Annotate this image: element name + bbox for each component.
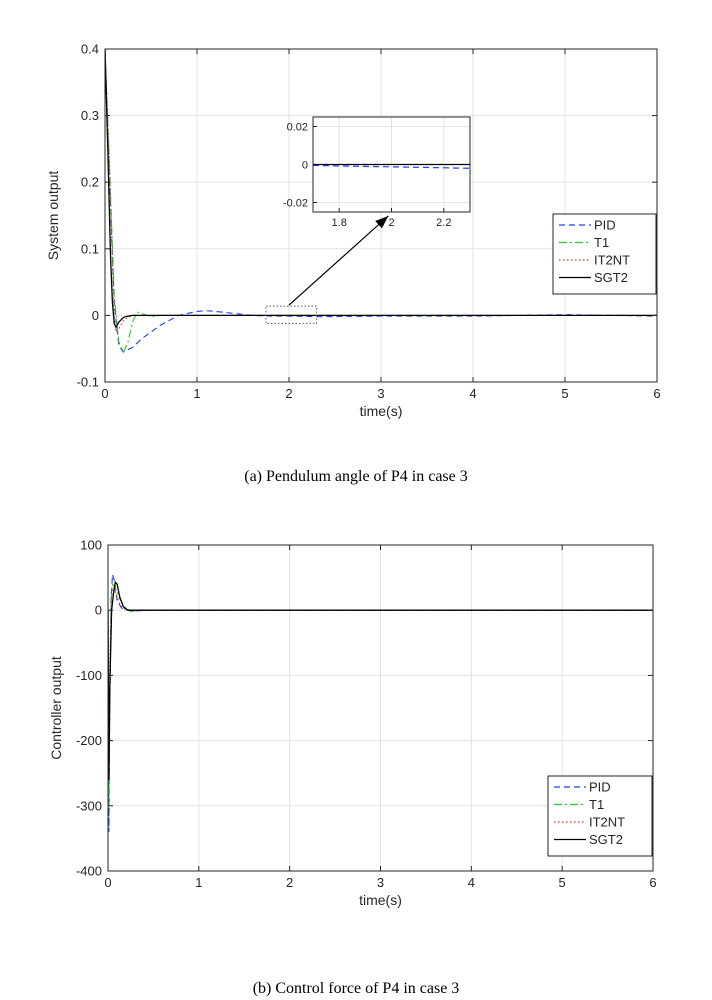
plot-b-legend-label-t1: T1 <box>589 797 604 812</box>
plot-a-ytick-label: 0.1 <box>81 241 99 256</box>
plot-b-xtick-label: 6 <box>649 875 656 890</box>
plot-b-legend: PID T1 IT2NT SGT2 <box>547 775 653 857</box>
plot-b-xlabel: time(s) <box>359 892 402 908</box>
plot-b-ylabel: Controller output <box>48 656 64 760</box>
plot-b-xtick-label: 5 <box>559 875 566 890</box>
plot-a-xtick-label: 4 <box>469 386 476 401</box>
plot-a-series-pid <box>105 49 657 353</box>
plot-b-legend-label-pid: PID <box>589 780 611 795</box>
plot-a-ytick-label: 0 <box>92 308 99 323</box>
plot-b-series-sgt2 <box>108 580 653 780</box>
plot-b-xtick-label: 3 <box>377 875 384 890</box>
plot-a-xlabel: time(s) <box>360 403 403 419</box>
plot-a-series-group <box>105 49 657 354</box>
plot-a-xtick-label: 6 <box>653 386 660 401</box>
plot-a-ytick-label: 0.4 <box>81 42 99 57</box>
plot-b-xtick-label: 4 <box>468 875 475 890</box>
plot-b-xtick-label: 2 <box>286 875 293 890</box>
plot-a-series-it2nt <box>105 49 657 334</box>
plot-a-ytick-label: -0.1 <box>77 375 99 390</box>
inset-group: 1.8 2 2.2 0.02 0 -0.02 <box>283 116 471 229</box>
plot-a-legend: PID T1 IT2NT SGT2 <box>552 213 657 295</box>
plot-a-xtick-label: 5 <box>561 386 568 401</box>
caption-b: (b) Control force of P4 in case 3 <box>253 980 460 997</box>
plot-a-series-sgt2 <box>105 49 657 329</box>
plot-a-ytick-label: 0.3 <box>81 108 99 123</box>
inset-source-region <box>265 305 318 324</box>
plot-a-xtick-label: 1 <box>193 386 200 401</box>
plot-a-xtick-label: 2 <box>285 386 292 401</box>
plot-b-ytick-label: -200 <box>76 733 102 748</box>
inset-series-pid <box>312 164 471 169</box>
plot-a-legend-label-it2nt: IT2NT <box>594 253 630 268</box>
plot-b-ytick-label: -400 <box>76 864 102 879</box>
plot-b-ytick-label: -300 <box>76 798 102 813</box>
plot-a-ylabel: System output <box>45 171 61 261</box>
caption-a: (a) Pendulum angle of P4 in case 3 <box>244 468 468 485</box>
plot-b-ytick-label: -100 <box>76 668 102 683</box>
plot-b-ytick-label: 100 <box>80 538 102 553</box>
zoom-arrow-head <box>375 216 389 229</box>
plot-a-xtick-label: 0 <box>101 386 108 401</box>
plot-b-series-group <box>108 574 653 832</box>
plot-b-legend-box <box>547 775 653 857</box>
plot-a-legend-box <box>552 213 657 295</box>
inset-axes-box <box>312 116 471 213</box>
plot-b-legend-label-it2nt: IT2NT <box>589 815 625 830</box>
plot-a-ytick-label: 0.2 <box>81 175 99 190</box>
inset-xtick-label: 2.2 <box>436 217 451 229</box>
inset-xtick-label: 2 <box>388 217 394 229</box>
plot-a-legend-label-pid: PID <box>594 218 616 233</box>
plot-a-legend-label-sgt2: SGT2 <box>594 270 628 285</box>
plot-b-xtick-label: 0 <box>104 875 111 890</box>
inset-ytick-label: 0 <box>302 160 308 172</box>
plot-b-xtick-label: 1 <box>195 875 202 890</box>
zoom-arrow-line <box>288 215 389 306</box>
plot-b-ytick-label: 0 <box>95 603 102 618</box>
plot-a-xtick-label: 3 <box>377 386 384 401</box>
inset-xtick-label: 1.8 <box>332 217 347 229</box>
plot-b-group: 0 1 2 3 4 5 6 100 0 -100 -200 -300 -400 time(s) Contro… <box>48 538 657 909</box>
inset-ytick-label: 0.02 <box>287 122 308 134</box>
plot-b-legend-label-sgt2: SGT2 <box>589 832 623 847</box>
plot-a-legend-label-t1: T1 <box>594 235 609 250</box>
inset-ytick-label: -0.02 <box>283 198 308 210</box>
